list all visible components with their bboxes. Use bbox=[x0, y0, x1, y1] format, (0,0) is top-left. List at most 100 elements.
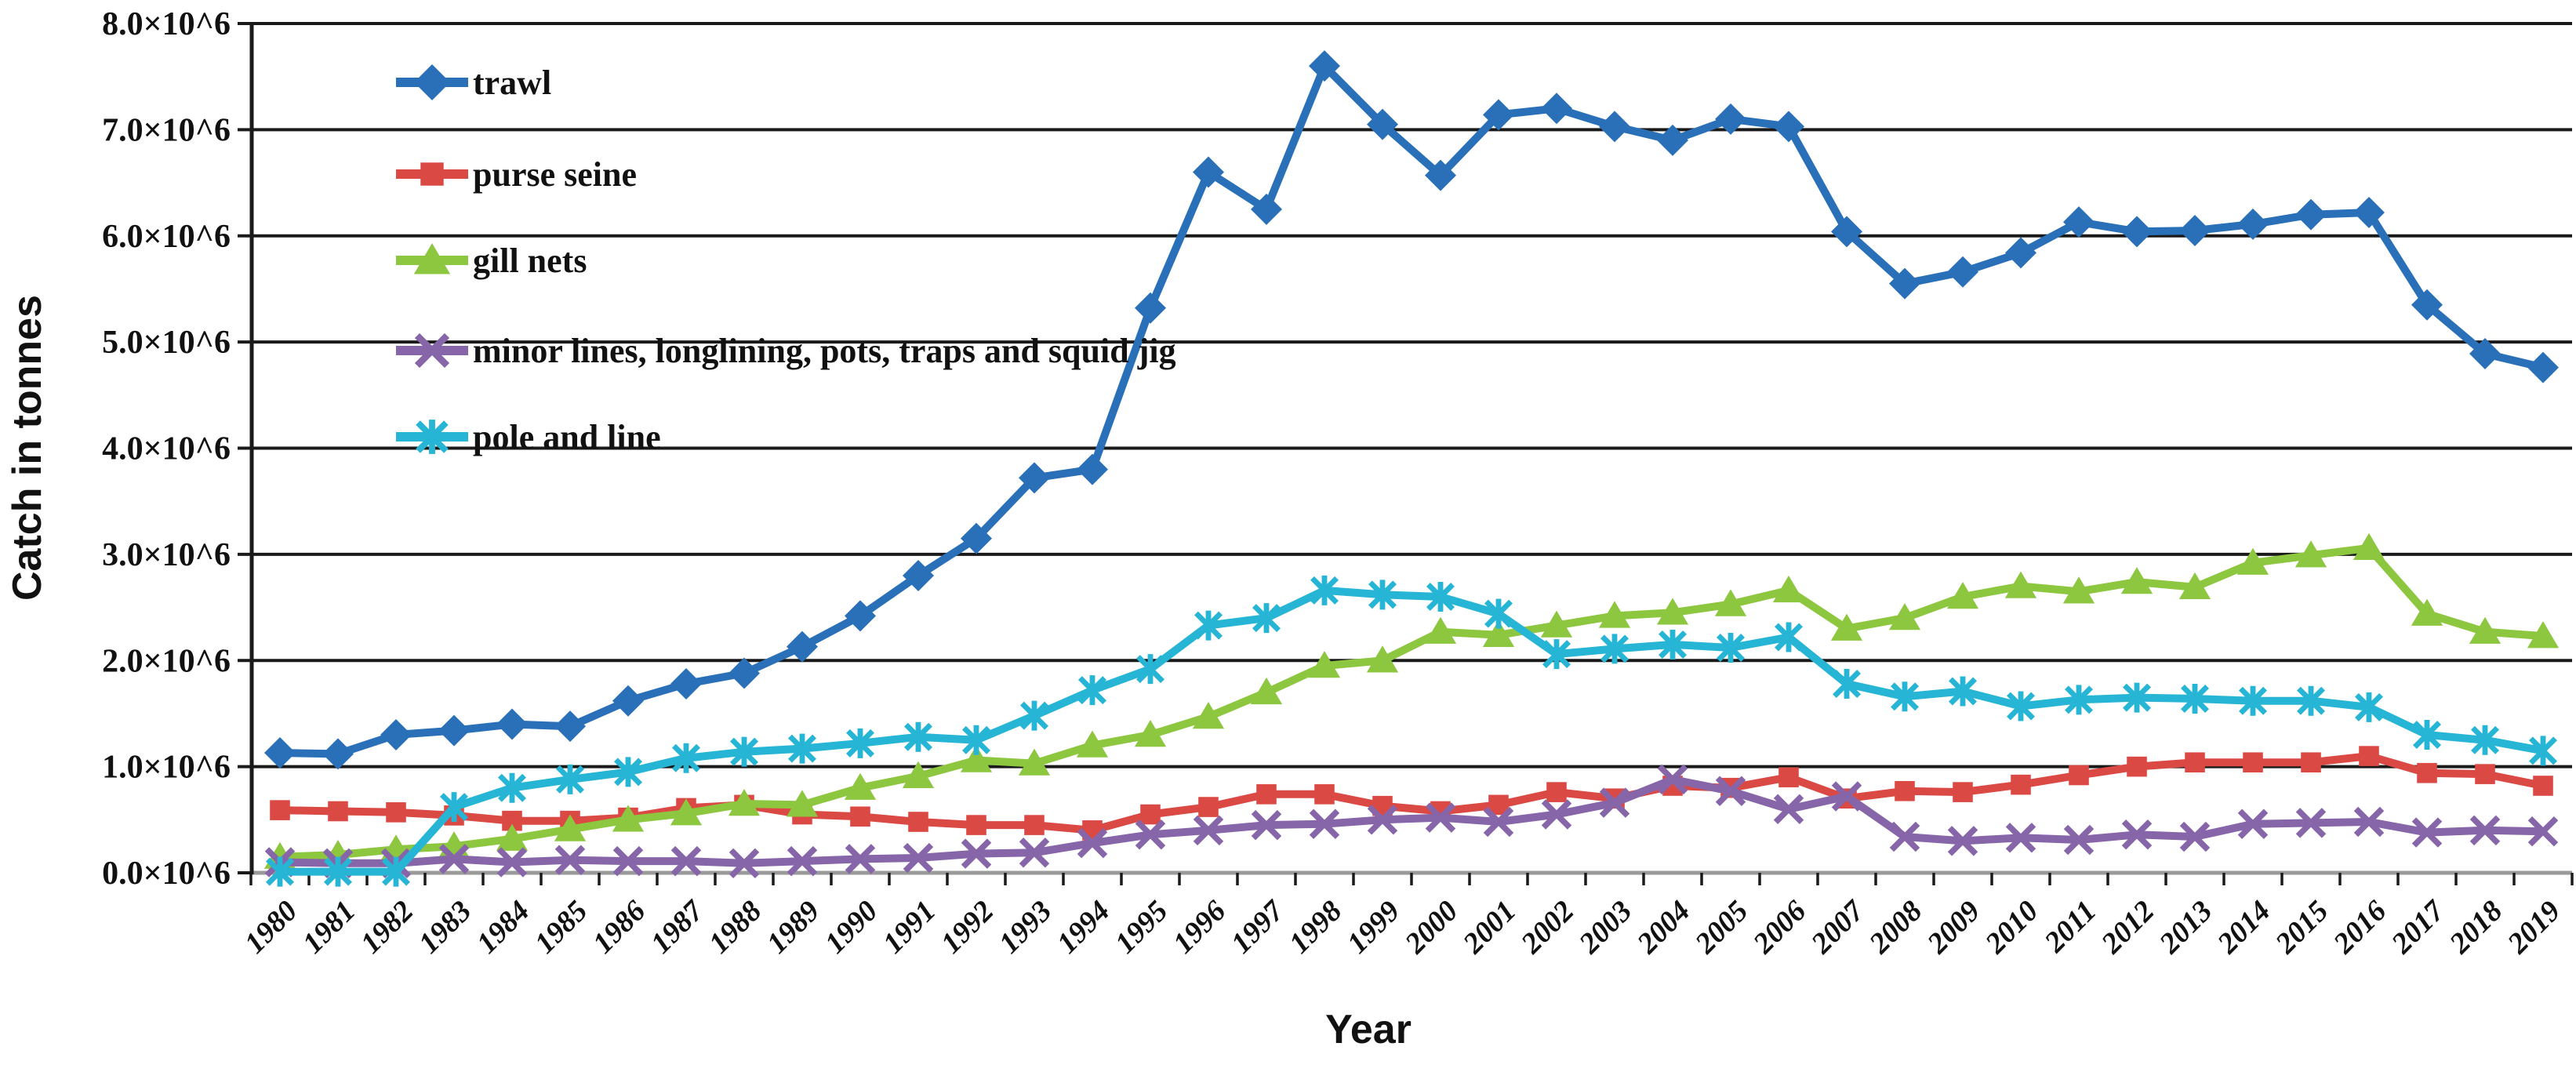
square-marker bbox=[2301, 752, 2321, 773]
series-line-trawl bbox=[276, 62, 2547, 758]
x-tick-label-2000: 2000 bbox=[1398, 895, 1464, 961]
xmark-marker bbox=[1715, 776, 1746, 806]
square-marker bbox=[1895, 780, 1915, 801]
legend-label-purse-seine: purse seine bbox=[473, 155, 637, 194]
square-marker bbox=[2069, 765, 2089, 786]
x-tick-label-2017: 2017 bbox=[2385, 893, 2452, 961]
xmark-marker bbox=[845, 844, 876, 874]
diamond-marker bbox=[1193, 156, 1224, 188]
xmark-marker bbox=[2237, 809, 2269, 839]
x-tick-label-1990: 1990 bbox=[819, 895, 884, 960]
diamond-marker bbox=[1947, 256, 1978, 288]
xmark-marker bbox=[1019, 838, 1050, 868]
triangle-marker bbox=[1366, 645, 1399, 673]
square-marker bbox=[1256, 784, 1277, 805]
xmark-marker bbox=[1367, 805, 1398, 835]
xmark-marker bbox=[2295, 808, 2327, 838]
asterisk-marker bbox=[2181, 683, 2209, 714]
diamond-marker bbox=[1309, 50, 1340, 82]
x-tick-label-2014: 2014 bbox=[2211, 895, 2276, 961]
xmark-marker bbox=[1135, 819, 1166, 850]
asterisk-marker bbox=[324, 856, 352, 887]
asterisk-marker bbox=[2007, 691, 2035, 721]
y-tick-label: 1.0×10^6 bbox=[102, 750, 231, 786]
asterisk-marker bbox=[556, 764, 584, 794]
asterisk-marker bbox=[730, 736, 758, 767]
xmark-marker bbox=[728, 848, 760, 879]
xmark-marker bbox=[554, 845, 586, 875]
diamond-marker bbox=[728, 657, 760, 689]
triangle-marker bbox=[2294, 540, 2327, 568]
series-line-gill-nets bbox=[276, 543, 2547, 861]
series-markers-gill-nets bbox=[263, 532, 2560, 869]
x-tick-label-1991: 1991 bbox=[877, 895, 942, 960]
asterisk-marker bbox=[1833, 669, 1861, 700]
asterisk-marker bbox=[1775, 622, 1803, 652]
triangle-marker bbox=[2527, 621, 2560, 649]
triangle-marker bbox=[2120, 567, 2153, 594]
triangle-marker bbox=[2062, 576, 2095, 604]
y-tick-label: 3.0×10^6 bbox=[102, 537, 231, 573]
x-tick-label-1997: 1997 bbox=[1225, 893, 1292, 960]
asterisk-marker bbox=[1600, 634, 1629, 664]
xmark-marker bbox=[2179, 821, 2211, 852]
square-marker bbox=[1314, 784, 1335, 805]
xmark-marker bbox=[1657, 764, 1688, 795]
triangle-marker bbox=[2411, 598, 2443, 626]
diamond-marker bbox=[1425, 159, 1456, 191]
legend: trawl purse seine gill nets minor lines, lo… bbox=[396, 64, 1176, 456]
y-tick-label: 4.0×10^6 bbox=[102, 431, 231, 467]
diamond-marker bbox=[1077, 453, 1108, 485]
xmark-marker bbox=[1599, 787, 1630, 818]
x-tick-label-1980: 1980 bbox=[238, 895, 303, 960]
xmark-marker bbox=[414, 333, 450, 369]
xmark-marker bbox=[2121, 819, 2153, 850]
x-tick-label-1983: 1983 bbox=[412, 895, 478, 960]
x-tick-label-2010: 2010 bbox=[1978, 895, 2044, 961]
x-tick-label-1986: 1986 bbox=[587, 895, 652, 960]
xmark-marker bbox=[903, 842, 934, 874]
xmark-marker bbox=[2411, 817, 2443, 848]
asterisk-marker bbox=[846, 728, 874, 758]
diamond-marker bbox=[670, 668, 702, 700]
asterisk-marker bbox=[672, 743, 700, 773]
triangle-marker bbox=[2004, 571, 2037, 598]
x-tick-label-1994: 1994 bbox=[1051, 895, 1116, 960]
asterisk-marker bbox=[2471, 725, 2499, 755]
asterisk-marker bbox=[1426, 582, 1455, 612]
asterisk-marker bbox=[1659, 629, 1687, 660]
triangle-marker bbox=[612, 805, 645, 832]
legend-label-gill-nets: gill nets bbox=[473, 242, 587, 280]
y-axis-title: Catch in tonnes bbox=[5, 295, 50, 601]
triangle-marker bbox=[1250, 677, 1283, 705]
square-marker bbox=[420, 162, 444, 186]
xmark-marker bbox=[1309, 809, 1340, 839]
diamond-marker bbox=[554, 710, 586, 743]
diamond-marker bbox=[1599, 111, 1630, 143]
xmark-marker bbox=[1831, 781, 1862, 812]
diamond-marker bbox=[2295, 198, 2327, 231]
x-axis: 1980198119821983198419851986198719881989… bbox=[238, 873, 2574, 961]
xmark-marker bbox=[2527, 816, 2559, 847]
square-marker bbox=[908, 812, 928, 832]
series-gill-nets bbox=[263, 532, 2560, 869]
xmark-marker bbox=[961, 838, 992, 869]
x-tick-label-1993: 1993 bbox=[993, 895, 1058, 960]
diamond-marker bbox=[2527, 351, 2559, 383]
diamond-marker bbox=[787, 630, 818, 663]
diamond-marker bbox=[1135, 292, 1166, 324]
asterisk-marker bbox=[1717, 633, 1745, 663]
x-axis-title: Year bbox=[1325, 1007, 1412, 1052]
x-tick-label-2011: 2011 bbox=[2038, 895, 2103, 960]
xmark-marker bbox=[670, 845, 702, 877]
xmark-marker bbox=[1425, 802, 1456, 833]
square-marker bbox=[850, 806, 870, 827]
x-tick-label-1982: 1982 bbox=[354, 895, 420, 960]
square-marker bbox=[1198, 797, 1219, 817]
series-markers-trawl bbox=[264, 50, 2559, 770]
triangle-marker bbox=[786, 790, 819, 817]
xmark-marker bbox=[496, 847, 528, 878]
diamond-marker bbox=[1367, 108, 1398, 140]
